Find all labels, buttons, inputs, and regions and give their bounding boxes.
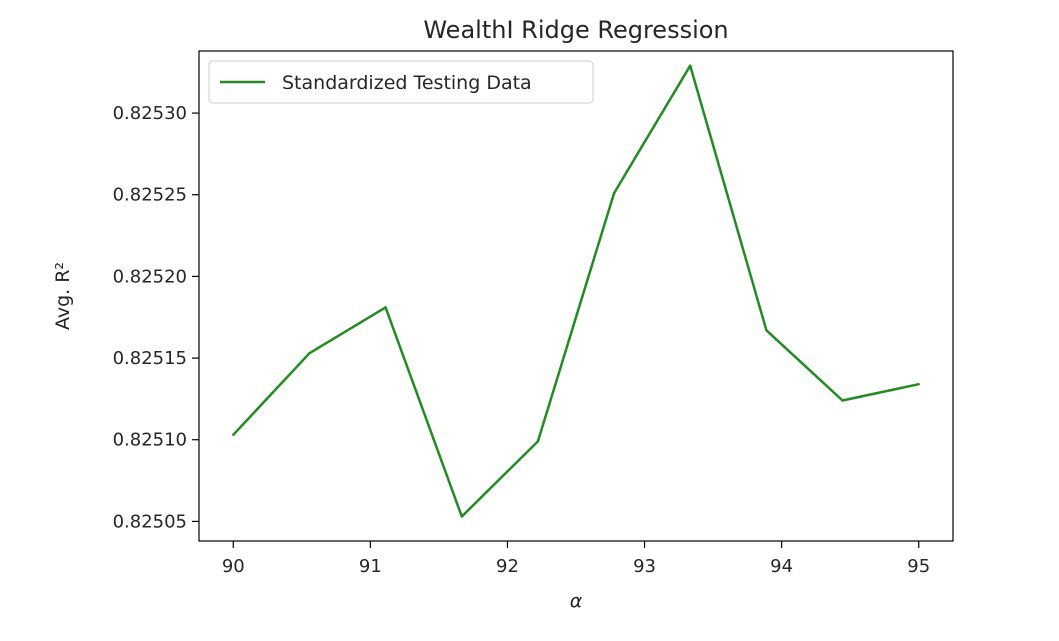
series-layer	[232, 64, 920, 518]
data-point	[232, 433, 235, 437]
data-point	[384, 306, 387, 309]
data-point	[460, 515, 464, 518]
y-axis-label: Avg. R²	[52, 262, 74, 330]
series-line-0	[232, 64, 919, 518]
x-tick-label: 95	[907, 556, 930, 577]
data-point	[688, 64, 692, 67]
data-point	[308, 351, 311, 355]
x-axis: 90 91 92 93 94 95	[222, 541, 930, 577]
y-tick-label: 0.82525	[113, 185, 187, 206]
data-point	[917, 383, 920, 386]
y-tick-label: 0.82510	[113, 430, 187, 451]
x-tick-label: 91	[359, 556, 382, 577]
plot-area-frame	[198, 50, 954, 542]
data-point	[841, 399, 844, 402]
x-tick-label: 92	[496, 556, 519, 577]
y-tick-label: 0.82530	[113, 103, 187, 124]
y-tick-label: 0.82515	[113, 348, 187, 369]
x-axis-label: α	[570, 590, 583, 612]
data-point	[536, 440, 540, 443]
y-tick-label: 0.82520	[113, 266, 187, 287]
chart-title: WealthI Ridge Regression	[423, 16, 728, 44]
data-point	[765, 329, 768, 332]
y-axis: 0.82505 0.82510 0.82515 0.82520 0.82525 0.825…	[113, 103, 199, 532]
x-tick-label: 94	[770, 556, 793, 577]
x-tick-label: 90	[222, 556, 245, 577]
x-tick-label: 93	[633, 556, 656, 577]
y-tick-label: 0.82505	[113, 511, 187, 532]
legend-box	[208, 60, 594, 104]
data-point	[612, 191, 616, 195]
legend-label: Standardized Testing Data	[282, 72, 532, 94]
legend: Standardized Testing Data	[208, 60, 594, 104]
